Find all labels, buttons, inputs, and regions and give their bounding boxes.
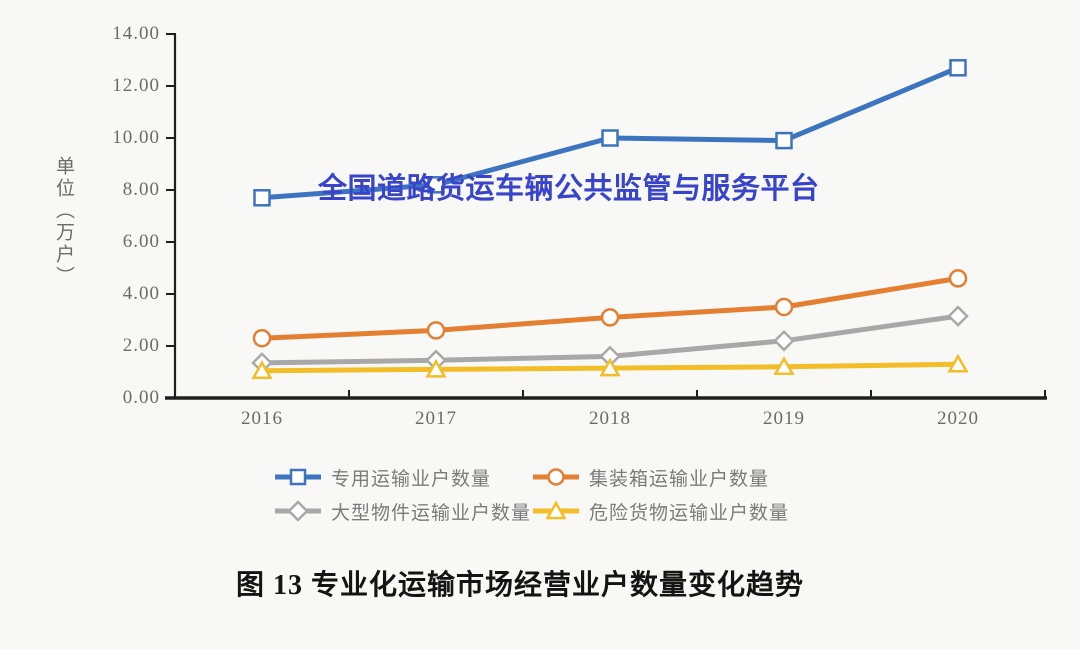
data-point-square [777, 133, 792, 148]
legend-item-label: 危险货物运输业户数量 [589, 498, 789, 525]
data-point-circle [602, 309, 618, 325]
legend-marker-diamond-icon [274, 500, 322, 522]
chart-legend: 专用运输业户数量 集装箱运输业户数量 大型物件运输业户数量 危险货物运输业户数量 [274, 466, 789, 522]
legend-marker-triangle-icon [532, 500, 580, 522]
data-point-square [255, 190, 270, 205]
watermark-text: 全国道路货运车辆公共监管与服务平台 [318, 165, 820, 207]
data-point-diamond [949, 307, 967, 325]
data-point-circle [428, 322, 444, 338]
line-chart [0, 0, 1080, 649]
legend-item-dangerous-goods-transport: 危险货物运输业户数量 [532, 500, 789, 522]
data-point-circle [254, 330, 270, 346]
legend-marker-circle-icon [532, 466, 580, 488]
data-point-square [603, 131, 618, 146]
legend-item-label: 集装箱运输业户数量 [589, 464, 769, 491]
legend-item-large-object-transport: 大型物件运输业户数量 [274, 500, 532, 522]
legend-item-label: 专用运输业户数量 [331, 464, 491, 491]
legend-item-container-transport: 集装箱运输业户数量 [532, 466, 789, 488]
legend-item-label: 大型物件运输业户数量 [331, 498, 531, 525]
data-point-circle [776, 299, 792, 315]
legend-item-special-transport: 专用运输业户数量 [274, 466, 532, 488]
data-point-diamond [775, 332, 793, 350]
legend-marker-square-icon [274, 466, 322, 488]
data-point-circle [950, 270, 966, 286]
data-point-square [951, 60, 966, 75]
chart-page: 单位（万户） 全国道路货运车辆公共监管与服务平台 专用运输业户数量 集装箱运输业… [0, 0, 1080, 649]
